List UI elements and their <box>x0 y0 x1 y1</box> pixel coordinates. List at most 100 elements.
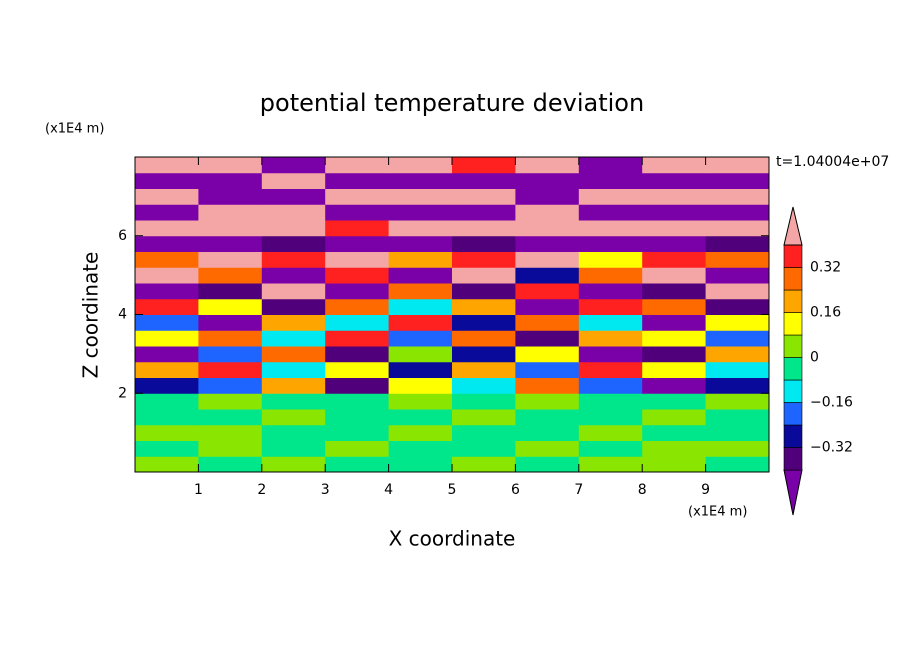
contour-cell <box>388 456 453 473</box>
contour-cell <box>135 157 199 174</box>
colorbar-box <box>783 312 803 336</box>
contour-cell <box>325 409 390 426</box>
contour-cell <box>135 456 199 473</box>
contour-cell <box>135 377 199 394</box>
contour-cell <box>325 251 390 268</box>
contour-cell <box>705 283 770 300</box>
contour-cell <box>198 314 263 331</box>
contour-cell <box>578 283 643 300</box>
contour-cell <box>642 361 707 378</box>
y-tick-label: 4 <box>118 307 127 323</box>
contour-cell <box>135 172 199 189</box>
contour-cell <box>261 314 326 331</box>
contour-cell <box>452 377 516 394</box>
contour-cell <box>705 157 770 174</box>
x-unit: (x1E4 m) <box>688 505 747 520</box>
contour-cell <box>261 235 326 252</box>
contour-cell <box>388 424 453 441</box>
colorbar-box <box>783 447 803 471</box>
x-axis-label: X coordinate <box>389 527 516 551</box>
contour-cell <box>388 251 453 268</box>
contour-cell <box>198 361 263 378</box>
contour-cell <box>325 361 390 378</box>
contour-cell <box>198 188 263 205</box>
contour-cell <box>325 298 390 315</box>
contour-cell <box>388 361 453 378</box>
contour-cell <box>642 456 707 473</box>
contour-cell <box>452 314 516 331</box>
contour-cell <box>515 456 580 473</box>
contour-cell <box>388 377 453 394</box>
contour-cell <box>705 235 770 252</box>
contour-cell <box>642 283 707 300</box>
colorbar-tick-label: −0.32 <box>810 440 853 456</box>
contour-cell <box>705 251 770 268</box>
contour-cell <box>642 204 707 221</box>
contour-cell <box>452 346 516 363</box>
contour-cell <box>198 424 263 441</box>
contour-cell <box>261 377 326 394</box>
contour-cell <box>578 157 643 174</box>
contour-cell <box>578 424 643 441</box>
contour-cell <box>388 220 453 237</box>
contour-cell <box>515 393 580 410</box>
contour-cell <box>515 251 580 268</box>
contour-cell <box>515 220 580 237</box>
contour-cell <box>388 157 453 174</box>
contour-cell <box>261 393 326 410</box>
colorbar-box <box>783 289 803 313</box>
contour-cell <box>261 188 326 205</box>
contour-cell <box>515 314 580 331</box>
contour-cell <box>515 409 580 426</box>
contour-cell <box>578 440 643 457</box>
contour-cell <box>705 298 770 315</box>
contour-cell <box>388 314 453 331</box>
contour-cell <box>325 393 390 410</box>
contour-cell <box>452 361 516 378</box>
contour-cell <box>325 267 390 284</box>
contour-cell <box>515 157 580 174</box>
contour-cell <box>452 235 516 252</box>
contour-cell <box>325 220 390 237</box>
contour-cell <box>578 456 643 473</box>
contour-cell <box>642 298 707 315</box>
contour-cell <box>261 251 326 268</box>
contour-cell <box>578 346 643 363</box>
colorbar-arrow <box>783 469 803 516</box>
contour-cell <box>261 157 326 174</box>
contour-cell <box>198 172 263 189</box>
contour-cell <box>388 283 453 300</box>
contour-cell <box>452 393 516 410</box>
contour-cell <box>198 377 263 394</box>
contour-cell <box>578 204 643 221</box>
contour-cell <box>388 267 453 284</box>
x-tick-label: 2 <box>257 482 266 498</box>
contour-cell <box>642 377 707 394</box>
contour-cell <box>388 235 453 252</box>
contour-cell <box>705 188 770 205</box>
contour-cell <box>578 361 643 378</box>
contour-cell <box>135 330 199 347</box>
contour-cell <box>705 361 770 378</box>
contour-cell <box>578 298 643 315</box>
contour-cell <box>642 314 707 331</box>
colorbar-box <box>783 267 803 291</box>
contour-cell <box>705 456 770 473</box>
contour-cell <box>515 440 580 457</box>
contour-cell <box>578 235 643 252</box>
contour-cell <box>325 440 390 457</box>
contour-cell <box>515 330 580 347</box>
y-tick-label: 2 <box>118 385 127 401</box>
contour-cell <box>261 456 326 473</box>
contour-cell <box>388 298 453 315</box>
contour-cell <box>135 440 199 457</box>
contour-cell <box>135 204 199 221</box>
x-tick-label: 6 <box>511 482 520 498</box>
contour-cell <box>135 393 199 410</box>
y-axis-label: Z coordinate <box>79 252 103 379</box>
contour-cell <box>135 220 199 237</box>
contour-cell <box>198 440 263 457</box>
contour-cell <box>578 377 643 394</box>
contour-cell <box>452 409 516 426</box>
contour-cell <box>388 204 453 221</box>
